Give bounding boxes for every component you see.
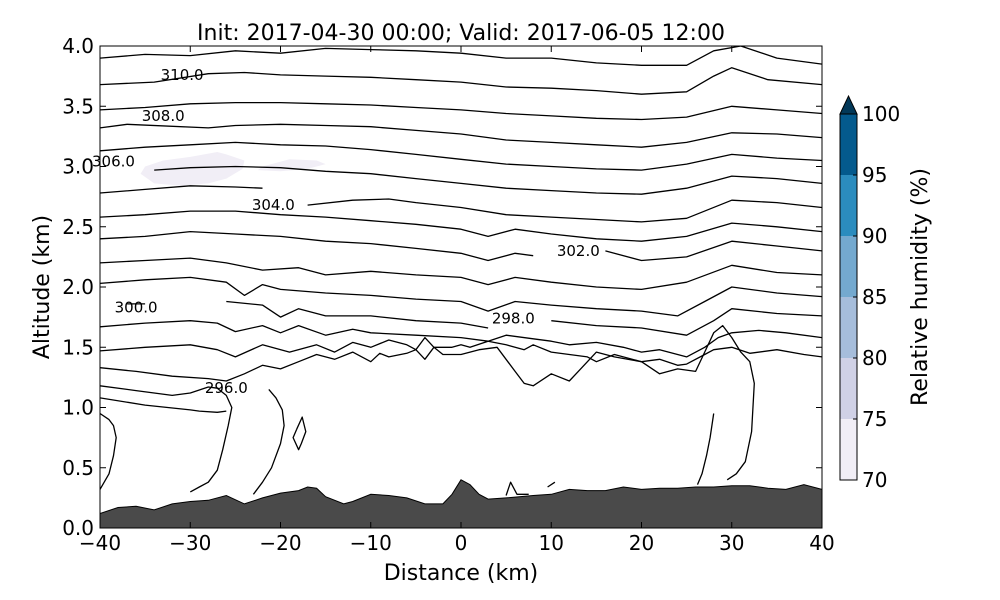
contour-line-25	[292, 416, 307, 451]
contour-line-16	[551, 308, 822, 336]
y-tick-label: 0.5	[62, 456, 94, 480]
contour-line-26	[505, 481, 529, 496]
contour-line-12	[100, 257, 822, 291]
colorbar-tick-label: 95	[862, 163, 887, 187]
contour-labels: 310.0 308.0 306.0 304.0 302.0 300.0 298.0 296.0	[92, 66, 600, 397]
contour-line-15	[226, 300, 489, 329]
colorbar-tick-label: 75	[862, 407, 887, 431]
contour-line-17	[100, 320, 822, 358]
contour-label: 300.0	[115, 299, 158, 317]
colorbar-segment	[840, 236, 857, 297]
y-tick-label: 3.5	[62, 94, 94, 118]
colorbar-extend-arrow	[839, 94, 858, 115]
x-tick-label: −40	[79, 531, 121, 555]
contour-label: 310.0	[161, 66, 204, 84]
contour-line-20	[696, 413, 715, 485]
y-tick-label: 1.0	[62, 396, 94, 420]
contour-line-10	[100, 230, 534, 262]
contour-line-4	[100, 123, 822, 148]
chart-title: Init: 2017-04-30 00:00; Valid: 2017-06-0…	[197, 21, 725, 46]
rh-patch-1	[140, 152, 245, 186]
colorbar-tick-label: 90	[862, 224, 887, 248]
x-tick-label: 40	[809, 531, 834, 555]
contour-line-19	[100, 324, 755, 481]
x-tick-label: 0	[455, 531, 468, 555]
contour-line-22	[100, 397, 227, 413]
y-tick-label: 2.0	[62, 275, 94, 299]
contour-label: 302.0	[557, 242, 600, 260]
x-tick-label: −30	[169, 531, 211, 555]
colorbar: 70 75 80 85 90 95 100	[839, 94, 900, 492]
colorbar-tick-label: 85	[862, 285, 887, 309]
x-tick-label: −20	[259, 531, 301, 555]
potential-temperature-contours	[100, 46, 822, 496]
y-tick-label: 2.5	[62, 215, 94, 239]
contour-label: 298.0	[492, 309, 535, 327]
colorbar-segment	[840, 297, 857, 358]
relative-humidity-fill	[140, 152, 326, 186]
contour-line-24	[252, 388, 285, 495]
contour-line-21	[100, 385, 233, 493]
contour-label: 296.0	[205, 379, 248, 397]
contour-line-3	[100, 101, 822, 121]
colorbar-tick-label: 80	[862, 346, 887, 370]
contour-label: 308.0	[142, 107, 185, 125]
colorbar-segment	[840, 175, 857, 236]
contour-line-11	[605, 240, 822, 262]
contour-line-18	[100, 336, 822, 366]
y-tick-label: 3.0	[62, 155, 94, 179]
colorbar-segment	[840, 358, 857, 419]
colorbar-tick-label: 70	[862, 468, 887, 492]
contour-line-1	[100, 46, 822, 66]
contour-line-23	[100, 412, 117, 490]
plot-area: 310.0 308.0 306.0 304.0 302.0 300.0 298.0 296.0	[92, 45, 823, 529]
colorbar-segment	[840, 419, 857, 480]
y-tick-label: 1.5	[62, 335, 94, 359]
x-tick-label: 30	[719, 531, 744, 555]
x-tick-label: −10	[350, 531, 392, 555]
contour-line-13	[100, 276, 822, 317]
y-axis: 0.0 0.5 1.0 1.5 2.0 2.5 3.0 3.5 4.0	[62, 34, 822, 540]
colorbar-segment	[840, 114, 857, 175]
x-tick-label: 20	[629, 531, 654, 555]
contour-line-8	[307, 198, 822, 223]
contour-line-9	[100, 210, 822, 242]
colorbar-label: Relative humidity (%)	[908, 168, 933, 406]
terrain-layer	[100, 479, 822, 528]
contour-line-7	[100, 185, 263, 194]
contour-label: 304.0	[252, 196, 295, 214]
x-tick-label: 10	[539, 531, 564, 555]
x-axis-label: Distance (km)	[384, 561, 539, 586]
contour-line-27	[547, 481, 556, 488]
contour-line-2	[100, 67, 822, 95]
y-axis-label: Altitude (km)	[30, 215, 55, 359]
contour-label: 306.0	[92, 153, 135, 171]
terrain	[100, 479, 822, 528]
rh-patch-2	[257, 159, 326, 172]
colorbar-tick-label: 100	[862, 102, 900, 126]
plot-background	[100, 46, 822, 528]
y-tick-label: 0.0	[62, 516, 94, 540]
contour-line-6	[154, 165, 822, 195]
y-tick-label: 4.0	[62, 34, 94, 58]
contour-line-5	[100, 141, 822, 171]
x-axis: −40 −30 −20 −10 0 10 20 30 40	[79, 46, 835, 555]
